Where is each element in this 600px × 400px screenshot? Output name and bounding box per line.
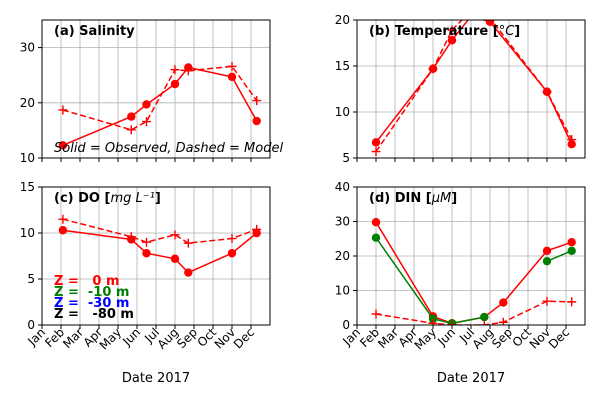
series-line-dashed: [62, 218, 257, 244]
data-point: [227, 249, 237, 258]
data-point: [142, 249, 151, 258]
series-line-solid: [62, 66, 258, 146]
data-point-plus: [428, 64, 438, 74]
data-point: [485, 20, 495, 27]
data-point: [371, 217, 381, 227]
data-point-plus: [183, 66, 193, 76]
data-point: [567, 246, 576, 256]
series-line-solid: [375, 221, 572, 325]
y-tick-label: 20: [20, 96, 35, 110]
data-point-plus: [371, 309, 381, 319]
data-point-plus: [142, 237, 151, 247]
data-point-plus: [567, 135, 577, 145]
series-line-solid: [375, 237, 485, 325]
data-point-plus: [252, 224, 262, 234]
panel-din: 010203040JanFebMarAprMayJunJulAugSepOctN…: [335, 180, 586, 386]
depth-legend-80m: Z = -80 m: [54, 307, 134, 322]
data-point-plus: [126, 232, 136, 242]
data-point-plus: [542, 87, 552, 97]
data-point: [542, 256, 552, 266]
data-point: [447, 36, 457, 45]
series-line-dashed: [375, 300, 572, 325]
data-point-plus: [479, 320, 489, 325]
axes-frame: [356, 19, 586, 159]
panel-salinity: 10 20 30 (a) Salinity: [20, 19, 271, 165]
data-point-plus: [498, 317, 508, 325]
x-tick-label: Jun: [434, 325, 458, 349]
data-point: [480, 312, 489, 322]
x-axis-label: Date 2017: [437, 371, 505, 386]
model-observed-note: Solid = Observed, Dashed = Model: [54, 141, 283, 156]
data-point-plus: [126, 125, 136, 135]
panel-title: (a) Salinity: [54, 24, 135, 39]
data-point-plus: [447, 320, 457, 325]
y-tick-label: 30: [20, 41, 35, 55]
axes-frame: [41, 19, 271, 159]
data-point-plus: [371, 147, 381, 157]
y-tick-label: 15: [335, 59, 350, 73]
data-point: [371, 233, 381, 242]
panel-temperature: 5 10 15 20 (b) Temperature [°C]: [335, 6, 586, 165]
depth-legend-10m: Z = -10 m: [54, 285, 129, 300]
data-point-plus: [170, 230, 180, 240]
data-point: [58, 141, 68, 150]
depth-legend-0m: Z = 0 m: [54, 274, 120, 289]
data-point-plus: [227, 61, 237, 71]
data-point: [567, 238, 576, 247]
data-point: [252, 116, 261, 126]
y-tick-label: 10: [335, 284, 350, 298]
series-line-solid: [546, 250, 572, 262]
data-point: [227, 72, 237, 82]
y-tick-label: 15: [20, 180, 35, 194]
data-point: [142, 100, 151, 109]
y-tick-label: 20: [335, 249, 350, 263]
data-point: [170, 254, 180, 263]
series-line-solid: [62, 229, 258, 274]
panel-title: (b) Temperature [°C]: [369, 24, 520, 39]
data-point-plus: [542, 296, 552, 306]
y-tick-label: 20: [335, 13, 350, 27]
data-point: [567, 140, 576, 149]
panel-title: (c) DO [mg L⁻¹]: [54, 191, 161, 206]
y-tick-label: 0: [27, 318, 35, 332]
x-tick-label: Dec: [231, 325, 257, 351]
x-tick-label: Dec: [546, 325, 572, 351]
y-tick-label: 40: [335, 180, 350, 194]
data-point-plus: [428, 318, 438, 325]
data-point: [371, 138, 381, 147]
data-point: [468, 20, 474, 21]
axes-frame: [356, 186, 586, 326]
y-tick-label: 10: [20, 226, 35, 240]
y-tick-label: 30: [335, 215, 350, 229]
y-tick-label: 5: [27, 272, 35, 286]
data-point: [127, 112, 136, 121]
x-tick-label: Jun: [119, 325, 143, 349]
panel-title: (d) DIN [μM]: [369, 191, 457, 206]
data-point-plus: [227, 234, 237, 244]
y-tick-label: 5: [342, 151, 350, 165]
data-point-plus: [58, 105, 68, 115]
data-point-plus: [170, 65, 180, 75]
x-axis-label: Date 2017: [122, 371, 190, 386]
data-point-plus: [447, 25, 457, 35]
data-point-plus: [567, 297, 577, 307]
data-point: [499, 298, 508, 307]
data-point-plus: [142, 117, 151, 127]
y-tick-label: 10: [20, 151, 35, 165]
data-point: [542, 246, 552, 256]
y-tick-label: 10: [335, 105, 350, 119]
y-tick-label: 0: [342, 318, 350, 332]
data-point: [184, 268, 193, 277]
axes-frame: [41, 186, 271, 326]
data-point-plus: [489, 20, 491, 23]
data-point: [58, 226, 68, 235]
data-point-plus: [183, 238, 193, 248]
depth-legend-30m: Z = -30 m: [54, 296, 129, 311]
data-point-plus: [252, 96, 262, 106]
data-point: [170, 79, 180, 89]
data-point-plus: [467, 6, 476, 15]
data-point-plus: [58, 214, 68, 224]
